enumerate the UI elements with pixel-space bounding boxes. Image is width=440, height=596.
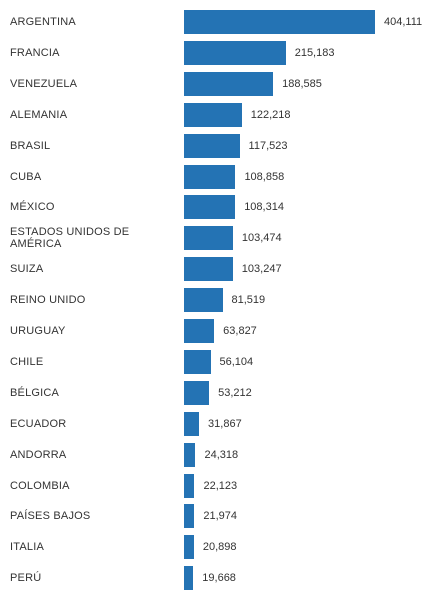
bar	[184, 257, 233, 282]
bar	[184, 349, 211, 374]
bar	[184, 319, 215, 343]
bar	[184, 133, 240, 158]
value-label: 53,212	[218, 386, 252, 399]
category-label: PAÍSES BAJOS	[10, 510, 91, 523]
value-label: 108,858	[244, 170, 285, 183]
value-label: 108,314	[244, 201, 284, 214]
bar	[184, 442, 196, 467]
bar-row: PAÍSES BAJOS 21,974	[0, 504, 440, 529]
category-label: BRASIL	[10, 139, 51, 152]
bar	[184, 10, 375, 34]
value-label: 56,104	[219, 355, 254, 368]
bar	[184, 380, 210, 405]
category-label: CHILE	[10, 355, 44, 368]
category-label: ECUADOR	[10, 417, 67, 430]
value-label: 19,668	[202, 572, 236, 585]
bar	[184, 535, 194, 560]
bar-row: ECUADOR 31,867	[0, 411, 440, 436]
bar	[184, 226, 233, 251]
bar-row: BÉLGICA 53,212	[0, 380, 440, 405]
bar-row: URUGUAY 63,827	[0, 319, 440, 343]
category-label: ESTADOS UNIDOS DE AMÉRICA	[10, 226, 130, 251]
bar-row: SUIZA 103,247	[0, 257, 440, 282]
bar-row: REINO UNIDO 81,519	[0, 288, 440, 313]
bar-row: CHILE 56,104	[0, 349, 440, 374]
bar-row: ITALIA 20,898	[0, 535, 440, 560]
bar	[184, 288, 223, 313]
category-label: SUIZA	[10, 263, 44, 276]
bar	[184, 473, 195, 498]
value-label: 122,218	[250, 108, 291, 121]
bar-row: ESTADOS UNIDOS DE AMÉRICA 103,474	[0, 226, 440, 251]
category-label: BÉLGICA	[10, 386, 60, 399]
bar-row: CUBA 108,858	[0, 164, 440, 189]
value-label: 103,247	[241, 263, 282, 276]
value-label: 20,898	[202, 541, 237, 554]
value-label: 215,183	[294, 46, 335, 59]
value-label: 117,523	[248, 139, 288, 152]
category-label: URUGUAY	[10, 325, 66, 337]
category-label: ITALIA	[10, 541, 45, 554]
value-label: 21,974	[203, 510, 238, 523]
bar-row: COLOMBIA 22,123	[0, 473, 440, 498]
value-label: 22,123	[203, 479, 238, 492]
value-label: 81,519	[231, 294, 266, 307]
category-label: ANDORRA	[10, 448, 67, 461]
category-label: MÉXICO	[10, 201, 55, 214]
bar-row: FRANCIA 215,183	[0, 40, 440, 65]
bar	[184, 504, 195, 529]
category-label: COLOMBIA	[10, 479, 70, 492]
value-label: 103,474	[241, 232, 282, 245]
value-label: 31,867	[208, 417, 242, 430]
category-label: ARGENTINA	[10, 16, 76, 28]
category-label: REINO UNIDO	[10, 294, 86, 307]
bar	[184, 102, 242, 127]
bar-row: ARGENTINA 404,111	[0, 10, 440, 34]
bar-row: BRASIL 117,523	[0, 133, 440, 158]
bar-row: VENEZUELA 188,585	[0, 71, 440, 96]
category-label: VENEZUELA	[10, 77, 78, 90]
bar-row: ANDORRA 24,318	[0, 442, 440, 467]
bar	[184, 40, 286, 65]
bar	[184, 164, 236, 189]
value-label: 188,585	[282, 77, 322, 90]
category-label: ALEMANIA	[10, 108, 68, 121]
bar	[184, 566, 194, 591]
bar	[184, 71, 274, 96]
bar	[184, 411, 200, 436]
value-label: 404,111	[384, 16, 423, 28]
value-label: 24,318	[204, 448, 239, 461]
value-label: 63,827	[223, 325, 257, 337]
bar	[184, 195, 236, 220]
bar-row: MÉXICO 108,314	[0, 195, 440, 220]
category-label: FRANCIA	[10, 46, 60, 59]
bar-row: PERÚ 19,668	[0, 566, 440, 591]
category-label: CUBA	[10, 170, 42, 183]
bar-row: ALEMANIA 122,218	[0, 102, 440, 127]
category-label: PERÚ	[10, 572, 42, 585]
